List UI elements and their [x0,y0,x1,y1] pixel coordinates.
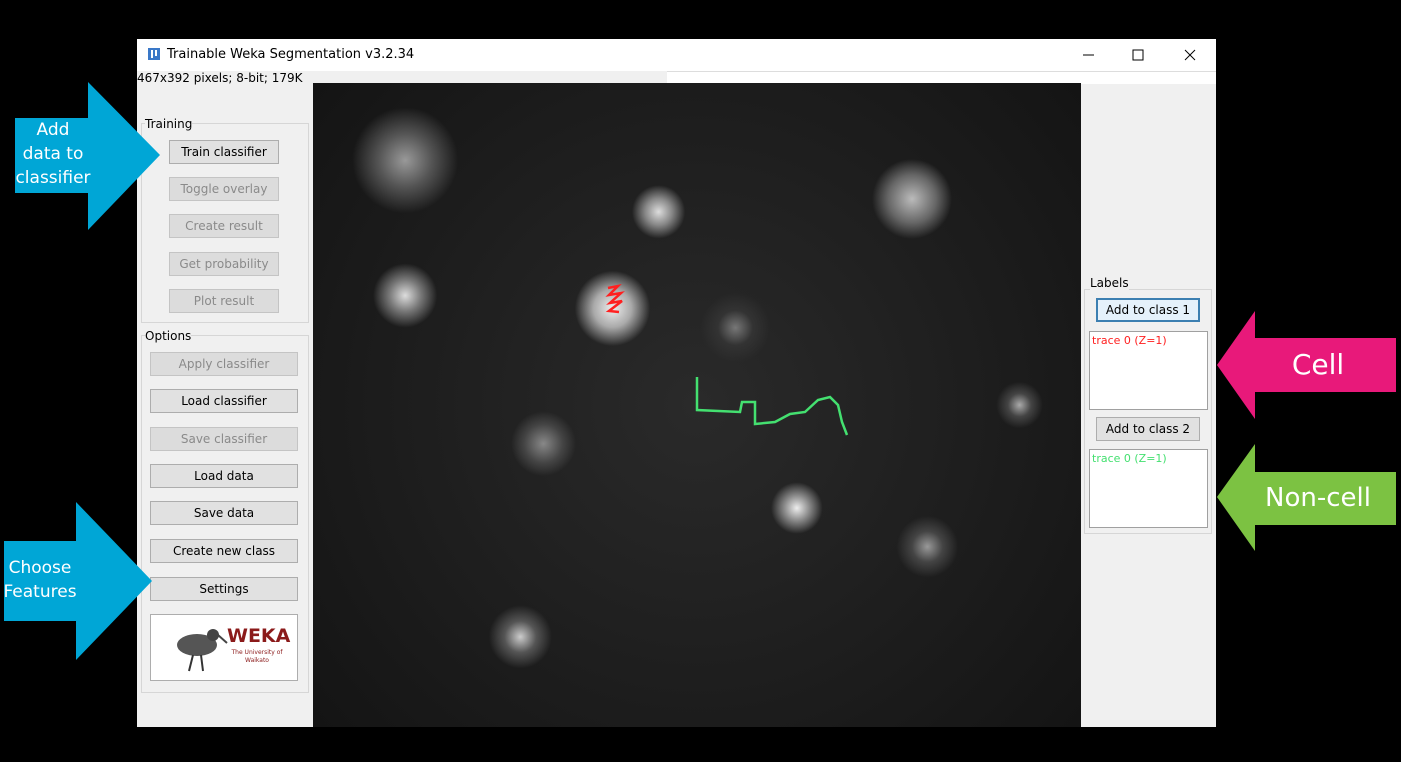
button[interactable]: Create new class [150,539,298,563]
image-canvas[interactable] [313,83,1081,727]
button[interactable]: Save data [150,501,298,525]
callout-text: Choose Features [3,558,77,602]
weka-bird [177,629,228,672]
callout-arrow [1217,444,1396,551]
options-frame [141,335,309,693]
trace-list[interactable]: trace 0 (Z=1) [1089,449,1208,528]
button: Create result [169,214,279,238]
app-window: Trainable Weka Segmentation v3.2.34 467x… [137,39,1216,727]
trace-list[interactable]: trace 0 (Z=1) [1089,331,1208,410]
training-frame [141,123,309,323]
labels-label: Labels [1090,276,1129,290]
app-icon [148,48,160,60]
options-label: Options [145,329,192,343]
add-class-button[interactable]: Add to class 1 [1096,298,1200,322]
window-controls[interactable] [1067,39,1216,71]
status-bar [667,71,1216,84]
button[interactable]: Load data [150,464,298,488]
trace-item[interactable]: trace 0 (Z=1) [1092,452,1167,465]
button[interactable]: Load classifier [150,389,298,413]
title-bar: Trainable Weka Segmentation v3.2.34 [137,39,1216,71]
button: Plot result [169,289,279,313]
weka-subtitle: The University of Waikato [231,649,283,664]
trace-item[interactable]: trace 0 (Z=1) [1092,334,1167,347]
button: Toggle overlay [169,177,279,201]
training-label: Training [145,117,193,131]
trace-class-1 [605,283,625,314]
callout-text: Add data to classifier [15,120,91,188]
weka-logo[interactable]: WEKA The University of Waikato [150,614,298,681]
callout-arrow [4,502,152,660]
button[interactable]: Settings [150,577,298,601]
callout-arrow [1217,311,1396,419]
button: Save classifier [150,427,298,451]
window-title: Trainable Weka Segmentation v3.2.34 [167,47,415,62]
weka-name: WEKA [227,625,291,647]
button: Get probability [169,252,279,276]
button: Apply classifier [150,352,298,376]
callout-text: Non-cell [1265,483,1371,514]
callout-text: Cell [1291,348,1345,382]
button[interactable]: Train classifier [169,140,279,164]
trace-class-2 [695,377,849,436]
callout-arrow [15,82,160,230]
labels-frame [1084,289,1212,534]
add-class-button[interactable]: Add to class 2 [1096,417,1200,441]
traces [605,283,849,436]
status-text: 467x392 pixels; 8-bit; 179K [137,71,303,85]
